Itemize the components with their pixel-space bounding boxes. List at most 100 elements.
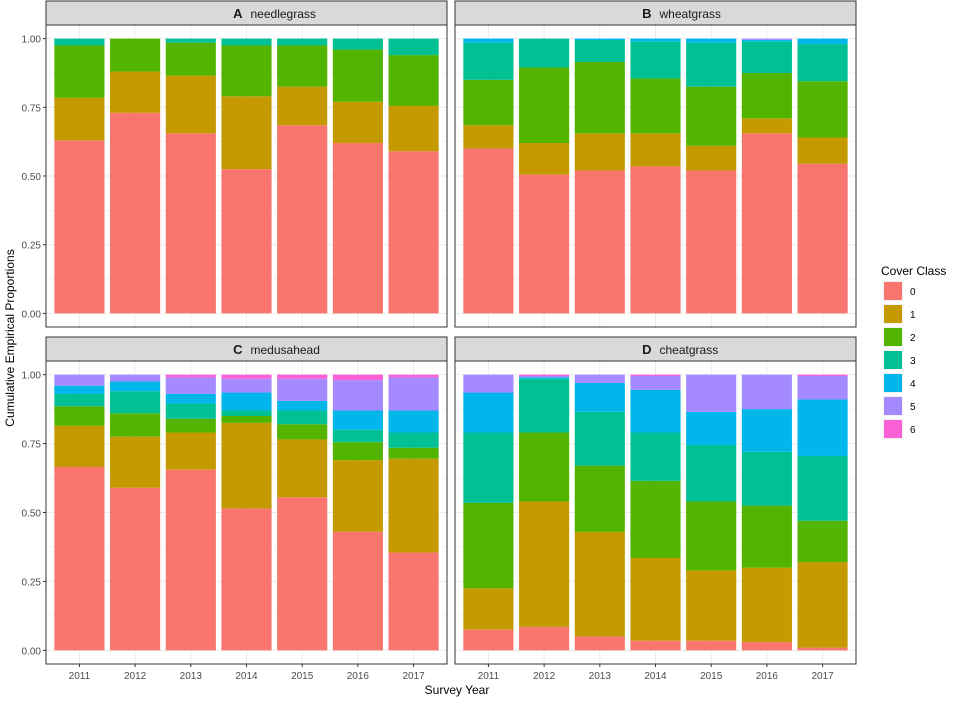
bar-segment-class-1 — [630, 557, 681, 641]
panel-letter: A — [233, 6, 243, 21]
bar-segment-class-3 — [630, 41, 681, 79]
y-tick-label: 0.00 — [22, 309, 42, 320]
legend-label: 5 — [910, 402, 916, 413]
bar-segment-class-2 — [165, 42, 216, 76]
bar-segment-class-0 — [332, 531, 383, 651]
bar-segment-class-1 — [388, 458, 439, 553]
bar-segment-class-5 — [686, 374, 737, 412]
bar-segment-class-1 — [110, 436, 161, 488]
bar-segment-class-1 — [221, 422, 272, 509]
bar-segment-class-3 — [332, 429, 383, 443]
bar-segment-class-3 — [277, 38, 328, 46]
bar-segment-class-6 — [165, 374, 216, 378]
panel-strip — [45, 336, 448, 362]
bar-segment-class-4 — [741, 409, 792, 452]
bar-segment-class-3 — [686, 444, 737, 502]
legend-label: 2 — [910, 333, 916, 344]
bar-segment-class-5 — [574, 374, 625, 383]
bar-segment-class-6 — [277, 374, 328, 379]
legend-swatch-5 — [884, 397, 902, 415]
bar-segment-class-0 — [110, 487, 161, 651]
bar-segment-class-2 — [741, 505, 792, 568]
bar-segment-class-3 — [54, 38, 105, 46]
bar-segment-class-4 — [388, 410, 439, 433]
x-tick-label: 2015 — [291, 671, 314, 682]
bar-segment-class-5 — [630, 376, 681, 390]
bar-segment-class-5 — [519, 376, 570, 378]
bar-segment-class-3 — [277, 410, 328, 425]
legend-label: 3 — [910, 356, 916, 367]
bar-segment-class-2 — [277, 45, 328, 87]
bar-segment-class-5 — [54, 374, 105, 386]
bar-segment-class-3 — [165, 38, 216, 43]
panel-species-label: wheatgrass — [659, 7, 721, 21]
x-tick-label: 2017 — [811, 671, 834, 682]
bar-segment-class-4 — [630, 389, 681, 433]
bar-segment-class-1 — [519, 143, 570, 175]
y-tick-label: 0.75 — [22, 103, 42, 114]
bar-segment-class-2 — [574, 61, 625, 134]
bar-segment-class-0 — [463, 629, 514, 651]
x-tick-label: 2017 — [402, 671, 425, 682]
x-tick-label: 2016 — [347, 671, 370, 682]
bar-segment-class-4 — [165, 393, 216, 404]
bar-segment-class-2 — [741, 72, 792, 119]
bar-segment-class-4 — [797, 399, 848, 456]
bar-segment-class-4 — [741, 39, 792, 42]
bar-segment-class-2 — [54, 406, 105, 426]
bar-segment-class-0 — [574, 170, 625, 314]
bar-segment-class-5 — [277, 378, 328, 401]
bar-segment-class-3 — [519, 378, 570, 433]
bar-segment-class-1 — [686, 570, 737, 641]
bar-segment-class-2 — [797, 81, 848, 138]
bar-segment-class-0 — [221, 508, 272, 651]
bar-segment-class-0 — [519, 174, 570, 314]
y-tick-label: 0.50 — [22, 172, 42, 183]
y-tick-label: 0.00 — [22, 646, 42, 657]
bar-segment-class-0 — [519, 626, 570, 651]
bar-segment-class-3 — [463, 42, 514, 80]
bar-segment-class-1 — [630, 133, 681, 167]
bar-segment-class-4 — [277, 400, 328, 411]
bar-segment-class-1 — [54, 425, 105, 468]
legend-label: 4 — [910, 379, 916, 390]
legend-title: Cover Class — [881, 264, 946, 278]
y-tick-label: 1.00 — [22, 371, 42, 382]
bar-segment-class-1 — [574, 133, 625, 171]
bar-segment-class-1 — [741, 118, 792, 134]
bar-segment-class-0 — [54, 467, 105, 651]
bar-segment-class-0 — [165, 469, 216, 651]
x-tick-label: 2012 — [533, 671, 556, 682]
bar-segment-class-5 — [165, 377, 216, 394]
legend-swatch-1 — [884, 305, 902, 323]
legend-swatch-4 — [884, 374, 902, 392]
panel-strip — [454, 336, 857, 362]
bar-segment-class-2 — [221, 45, 272, 97]
bar-segment-class-3 — [110, 391, 161, 414]
bar-segment-class-3 — [741, 451, 792, 506]
bar-segment-class-4 — [574, 38, 625, 40]
panel-species-label: needlegrass — [251, 7, 316, 21]
bar-segment-class-0 — [277, 497, 328, 651]
bar-segment-class-4 — [686, 38, 737, 43]
bar-segment-class-2 — [686, 86, 737, 146]
bar-segment-class-1 — [277, 439, 328, 498]
bar-segment-class-1 — [165, 75, 216, 134]
bar-segment-class-3 — [519, 38, 570, 68]
bar-segment-class-5 — [741, 374, 792, 410]
bar-segment-class-3 — [686, 42, 737, 87]
bar-segment-class-6 — [519, 374, 570, 377]
bar-segment-class-3 — [165, 403, 216, 419]
bar-segment-class-1 — [54, 97, 105, 141]
bar-segment-class-3 — [630, 432, 681, 481]
panel-letter: B — [642, 6, 651, 21]
x-tick-label: 2014 — [235, 671, 258, 682]
bar-segment-class-2 — [463, 502, 514, 589]
bar-segment-class-2 — [110, 38, 161, 72]
y-tick-label: 0.50 — [22, 509, 42, 520]
bar-segment-class-6 — [388, 374, 439, 378]
x-axis-title: Survey Year — [425, 683, 490, 697]
bar-segment-class-0 — [277, 125, 328, 314]
